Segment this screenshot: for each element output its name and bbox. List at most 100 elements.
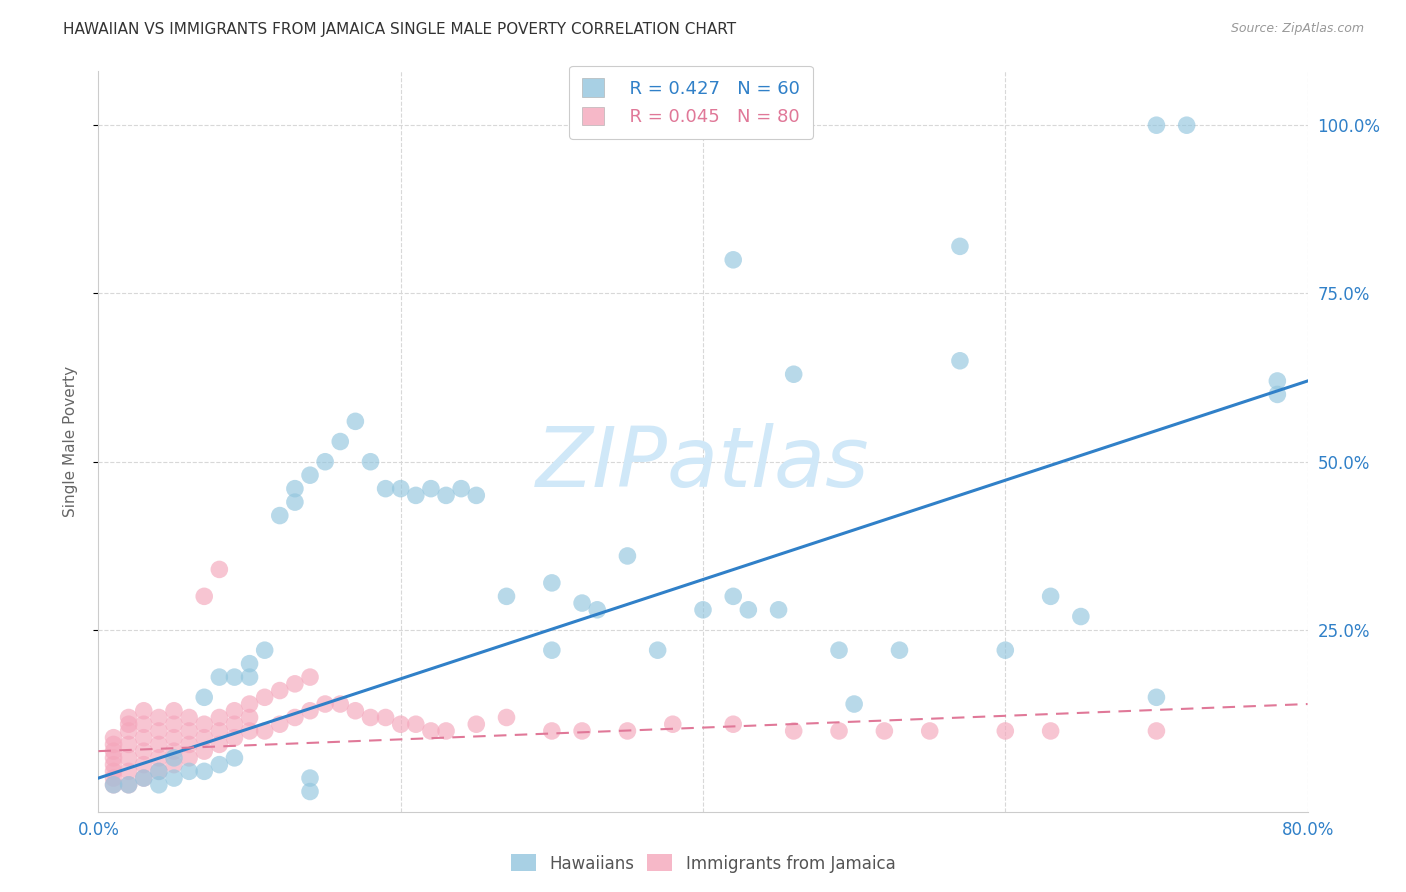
Point [949, 239, 972, 253]
Point [163, 751, 186, 765]
Point [132, 771, 155, 785]
Point [768, 603, 790, 617]
Point [193, 590, 215, 604]
Point [179, 764, 201, 779]
Point [193, 731, 215, 745]
Point [299, 468, 322, 483]
Point [284, 710, 307, 724]
Point [329, 697, 352, 711]
Point [208, 670, 231, 684]
Point [299, 704, 322, 718]
Point [844, 697, 866, 711]
Point [208, 738, 231, 752]
Point [253, 723, 276, 738]
Point [163, 757, 186, 772]
Point [434, 488, 457, 502]
Point [828, 723, 851, 738]
Point [132, 744, 155, 758]
Point [148, 710, 170, 724]
Point [434, 723, 457, 738]
Point [269, 717, 291, 731]
Point [132, 704, 155, 718]
Point [329, 434, 352, 449]
Point [224, 731, 246, 745]
Point [783, 723, 806, 738]
Point [239, 670, 262, 684]
Point [103, 731, 125, 745]
Point [163, 771, 186, 785]
Point [661, 717, 683, 731]
Point [239, 710, 262, 724]
Point [208, 723, 231, 738]
Point [269, 508, 291, 523]
Point [540, 575, 562, 590]
Point [1175, 118, 1198, 132]
Point [132, 757, 155, 772]
Text: ZIPatlas: ZIPatlas [536, 423, 870, 504]
Point [103, 744, 125, 758]
Point [723, 717, 745, 731]
Point [193, 764, 215, 779]
Point [103, 764, 125, 779]
Point [118, 710, 141, 724]
Point [103, 738, 125, 752]
Point [224, 704, 246, 718]
Point [465, 717, 488, 731]
Point [723, 590, 745, 604]
Point [420, 723, 443, 738]
Point [1144, 690, 1167, 705]
Point [163, 731, 186, 745]
Point [918, 723, 941, 738]
Point [949, 353, 972, 368]
Point [148, 778, 170, 792]
Point [1070, 609, 1092, 624]
Y-axis label: Single Male Poverty: Single Male Poverty [63, 366, 77, 517]
Point [647, 643, 669, 657]
Point [132, 717, 155, 731]
Point [103, 778, 125, 792]
Point [374, 710, 396, 724]
Point [224, 717, 246, 731]
Point [103, 771, 125, 785]
Point [148, 764, 170, 779]
Point [360, 455, 382, 469]
Point [179, 723, 201, 738]
Point [148, 764, 170, 779]
Point [148, 723, 170, 738]
Point [239, 657, 262, 671]
Point [314, 697, 336, 711]
Point [314, 455, 336, 469]
Point [571, 723, 593, 738]
Point [118, 764, 141, 779]
Point [616, 549, 638, 563]
Point [163, 744, 186, 758]
Point [405, 488, 427, 502]
Point [465, 488, 488, 502]
Point [495, 590, 517, 604]
Point [118, 778, 141, 792]
Text: Source: ZipAtlas.com: Source: ZipAtlas.com [1230, 22, 1364, 36]
Point [239, 723, 262, 738]
Point [193, 690, 215, 705]
Point [1039, 723, 1062, 738]
Point [118, 738, 141, 752]
Point [179, 738, 201, 752]
Point [1144, 118, 1167, 132]
Point [873, 723, 896, 738]
Legend:   R = 0.427   N = 60,   R = 0.045   N = 80: R = 0.427 N = 60, R = 0.045 N = 80 [569, 66, 813, 138]
Point [420, 482, 443, 496]
Point [389, 482, 412, 496]
Point [163, 704, 186, 718]
Point [284, 482, 307, 496]
Point [118, 778, 141, 792]
Point [1267, 387, 1289, 401]
Point [299, 670, 322, 684]
Point [118, 723, 141, 738]
Point [103, 751, 125, 765]
Point [118, 717, 141, 731]
Point [450, 482, 472, 496]
Point [616, 723, 638, 738]
Point [193, 744, 215, 758]
Point [389, 717, 412, 731]
Point [405, 717, 427, 731]
